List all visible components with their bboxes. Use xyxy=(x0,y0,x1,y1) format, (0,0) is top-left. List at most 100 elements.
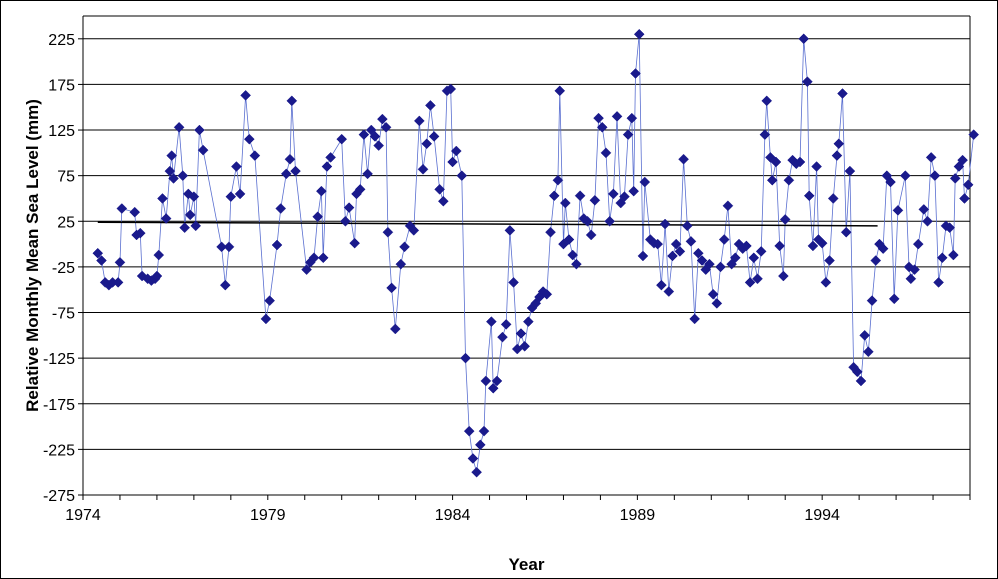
data-point xyxy=(129,206,141,218)
data-point xyxy=(759,129,771,140)
data-point xyxy=(190,220,202,232)
data-point xyxy=(487,382,499,394)
data-point xyxy=(905,273,917,285)
data-point xyxy=(892,204,904,216)
y-tick-label: 175 xyxy=(48,77,75,94)
data-point xyxy=(114,256,126,268)
data-point xyxy=(667,250,678,262)
data-point xyxy=(744,277,756,288)
data-point xyxy=(663,286,675,297)
data-point xyxy=(582,215,593,227)
data-point xyxy=(316,185,327,197)
data-point xyxy=(803,190,815,202)
data-point xyxy=(552,174,564,186)
data-point xyxy=(290,165,301,177)
data-point xyxy=(153,249,165,261)
data-point xyxy=(264,295,275,307)
data-point xyxy=(922,215,933,227)
data-point xyxy=(607,188,619,200)
data-point xyxy=(831,150,843,161)
data-point xyxy=(188,191,200,203)
data-point xyxy=(611,111,623,122)
data-point xyxy=(630,68,641,79)
data-point xyxy=(600,147,612,159)
data-point xyxy=(417,163,429,175)
data-point xyxy=(160,213,172,224)
data-point xyxy=(567,249,579,261)
data-point xyxy=(317,252,329,264)
data-point xyxy=(173,121,185,133)
data-point xyxy=(421,138,433,150)
data-point xyxy=(824,255,835,266)
data-point xyxy=(885,176,896,188)
data-point xyxy=(811,161,822,172)
data-point xyxy=(134,227,146,239)
data-point xyxy=(807,240,819,252)
data-point xyxy=(563,234,575,245)
trend-line-segment xyxy=(97,221,878,227)
data-point xyxy=(774,240,786,252)
data-point xyxy=(761,95,773,107)
data-point xyxy=(425,100,436,111)
data-point xyxy=(112,277,124,288)
data-point xyxy=(589,194,601,206)
data-point xyxy=(707,288,719,300)
data-point xyxy=(755,246,767,257)
data-point xyxy=(794,156,806,168)
data-point xyxy=(626,112,638,124)
x-tick-label: 1984 xyxy=(435,507,471,524)
data-point xyxy=(816,237,828,249)
series-line xyxy=(97,34,975,473)
trend-line xyxy=(97,221,878,227)
data-point xyxy=(413,115,425,127)
data-point xyxy=(770,156,782,168)
data-point xyxy=(340,215,351,227)
data-point xyxy=(463,425,475,437)
data-point xyxy=(447,156,458,168)
data-point xyxy=(596,121,608,133)
data-point xyxy=(851,366,863,378)
data-point xyxy=(428,131,440,142)
data-point xyxy=(545,226,556,238)
data-point xyxy=(633,28,645,40)
data-point xyxy=(652,238,664,250)
data-point xyxy=(948,249,959,261)
x-tick-label: 1974 xyxy=(65,507,101,524)
y-axis: 225 175 125 75 25 -25 -75 -125 -175 -225 -275 xyxy=(43,32,83,505)
data-point xyxy=(962,179,974,191)
y-tick-label: 25 xyxy=(57,214,75,231)
data-point xyxy=(408,225,420,236)
data-point xyxy=(474,439,486,451)
y-tick-label: 225 xyxy=(48,32,75,49)
data-point xyxy=(362,168,373,180)
data-point xyxy=(778,270,789,282)
data-point xyxy=(659,218,671,230)
data-point xyxy=(859,329,871,341)
series-markers xyxy=(92,28,980,478)
data-point xyxy=(395,258,407,270)
data-point xyxy=(711,298,723,309)
data-point xyxy=(301,264,312,275)
data-point xyxy=(888,293,900,305)
data-point xyxy=(286,95,298,107)
data-point xyxy=(571,258,582,270)
data-point xyxy=(231,161,242,172)
data-point xyxy=(164,165,176,177)
data-point xyxy=(399,241,410,253)
data-point xyxy=(343,202,355,213)
data-point xyxy=(321,161,333,172)
data-point xyxy=(637,250,649,262)
data-point xyxy=(863,346,874,358)
data-point xyxy=(548,190,560,202)
data-point xyxy=(515,328,527,339)
data-point xyxy=(434,183,446,195)
data-point xyxy=(240,90,251,101)
data-point xyxy=(508,277,519,288)
data-point xyxy=(312,211,324,223)
data-point xyxy=(909,264,920,275)
data-point xyxy=(693,247,704,259)
y-tick-label: -25 xyxy=(52,260,75,277)
data-point xyxy=(373,140,385,151)
data-point xyxy=(197,144,209,156)
